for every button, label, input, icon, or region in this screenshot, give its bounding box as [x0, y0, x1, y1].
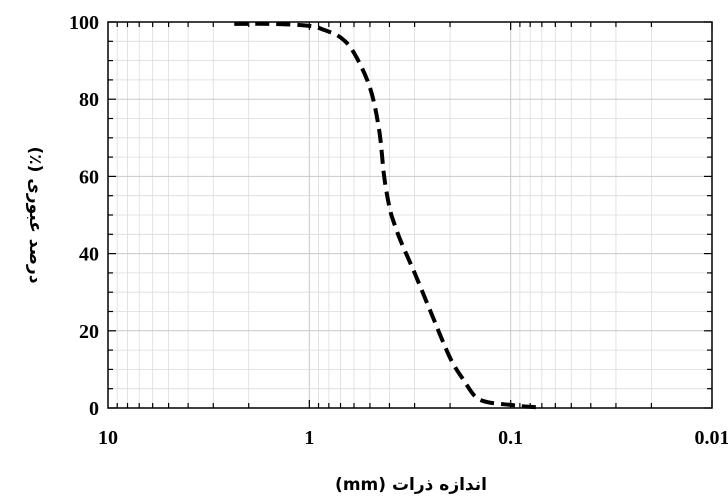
y-tick-label: 60: [79, 166, 99, 188]
axis-ticks: [108, 21, 713, 409]
x-tick-label: 1: [304, 427, 314, 449]
grid-lines: [108, 21, 713, 409]
x-axis-title: اندازه ذرات (mm): [335, 475, 487, 495]
y-tick-label: 20: [79, 321, 99, 343]
x-tick-labels: 10 1 0.1 0.01: [98, 427, 728, 449]
y-tick-labels: 0 20 40 60 80 100: [69, 12, 99, 420]
y-tick-label: 80: [79, 89, 99, 111]
y-tick-label: 40: [79, 244, 99, 266]
x-tick-label: 10: [98, 427, 118, 449]
series-line-0: [234, 21, 536, 410]
x-tick-label: 0.1: [498, 427, 523, 449]
series-layer: [234, 21, 536, 410]
x-tick-label: 0.01: [695, 427, 728, 449]
y-tick-label: 100: [69, 12, 99, 34]
y-axis-title: درصد عبوری (٪): [25, 146, 45, 283]
y-tick-label: 0: [89, 398, 99, 420]
